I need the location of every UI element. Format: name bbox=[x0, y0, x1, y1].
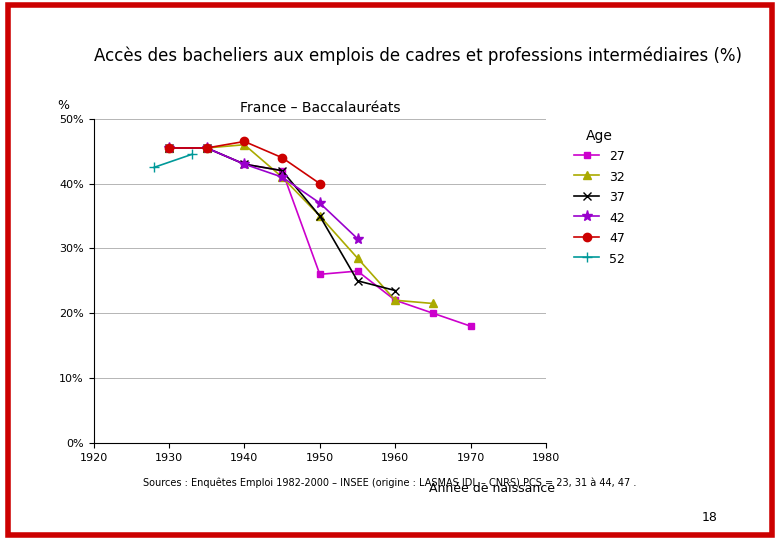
32 bbox=[278, 174, 287, 180]
32 bbox=[165, 145, 174, 151]
52 bbox=[149, 164, 158, 171]
32 bbox=[202, 145, 211, 151]
Line: 52: 52 bbox=[149, 150, 197, 172]
47 bbox=[165, 145, 174, 151]
37 bbox=[391, 287, 400, 294]
32 bbox=[315, 213, 324, 219]
Text: 18: 18 bbox=[702, 511, 718, 524]
37 bbox=[353, 278, 362, 284]
27 bbox=[239, 161, 249, 167]
32 bbox=[391, 297, 400, 303]
37 bbox=[278, 167, 287, 174]
42 bbox=[278, 174, 287, 180]
27 bbox=[165, 145, 174, 151]
47 bbox=[278, 154, 287, 161]
27 bbox=[466, 323, 475, 329]
Text: Sources : Enquêtes Emploi 1982-2000 – INSEE (origine : LASMAS IDL – CNRS) PCS = : Sources : Enquêtes Emploi 1982-2000 – IN… bbox=[144, 478, 636, 488]
Text: %: % bbox=[58, 99, 69, 112]
Line: 47: 47 bbox=[165, 137, 324, 188]
27 bbox=[202, 145, 211, 151]
27 bbox=[353, 268, 362, 274]
Text: Accès des bacheliers aux emplois de cadres et professions intermédiaires (%): Accès des bacheliers aux emplois de cadr… bbox=[94, 46, 742, 65]
27 bbox=[278, 167, 287, 174]
42 bbox=[165, 145, 174, 151]
Line: 42: 42 bbox=[164, 143, 363, 244]
47 bbox=[239, 138, 249, 145]
42 bbox=[315, 200, 324, 206]
32 bbox=[428, 300, 438, 307]
42 bbox=[239, 161, 249, 167]
52 bbox=[187, 151, 197, 158]
Title: France – Baccalauréats: France – Baccalauréats bbox=[239, 101, 400, 115]
42 bbox=[202, 145, 211, 151]
47 bbox=[202, 145, 211, 151]
42 bbox=[353, 235, 362, 242]
37 bbox=[239, 161, 249, 167]
47 bbox=[315, 180, 324, 187]
27 bbox=[428, 310, 438, 316]
37 bbox=[315, 213, 324, 219]
Line: 32: 32 bbox=[165, 140, 437, 308]
37 bbox=[165, 145, 174, 151]
Line: 27: 27 bbox=[165, 145, 474, 329]
32 bbox=[239, 141, 249, 148]
Legend: 27, 32, 37, 42, 47, 52: 27, 32, 37, 42, 47, 52 bbox=[570, 125, 629, 269]
Line: 37: 37 bbox=[165, 144, 399, 295]
32 bbox=[353, 255, 362, 261]
Text: Année de naissance: Année de naissance bbox=[429, 482, 555, 495]
27 bbox=[391, 297, 400, 303]
27 bbox=[315, 271, 324, 278]
37 bbox=[202, 145, 211, 151]
